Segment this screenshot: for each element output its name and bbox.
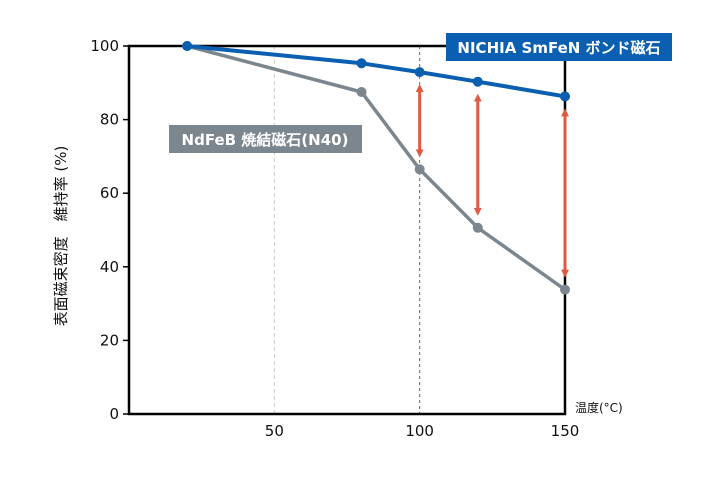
series-layer	[182, 41, 570, 295]
y-tick-label-100: 100	[90, 37, 119, 55]
y-tick-label-40: 40	[100, 258, 119, 276]
series-0-point-0	[182, 41, 193, 51]
y-axis-label: 表面磁束密度 維持率 (%)	[52, 146, 70, 327]
x-tick-label-50: 50	[265, 422, 284, 440]
series-0-point-2	[414, 67, 425, 78]
series-0-point-3	[472, 76, 483, 87]
series-0-point-1	[356, 58, 367, 69]
y-tick-label-60: 60	[100, 184, 119, 202]
legend-layer: NICHIA SmFeN ボンド磁石 NdFeB 焼結磁石(N40)	[169, 33, 672, 153]
y-tick-label-20: 20	[100, 331, 119, 349]
y-tick-label-80: 80	[100, 111, 119, 129]
legend-smfen-label: NICHIA SmFeN ボンド磁石	[457, 39, 660, 57]
series-1-point-4	[560, 284, 570, 295]
series-1-point-3	[472, 222, 483, 233]
legend-ndfeb-badge	[169, 125, 362, 153]
axes-layer: 50 100 150 0 20 40 60 80 100	[90, 37, 579, 440]
series-line-1	[186, 44, 567, 292]
plot-frame	[127, 44, 567, 416]
y-tick-label-0: 0	[109, 405, 119, 423]
legend-ndfeb-label: NdFeB 焼結磁石(N40)	[182, 131, 349, 149]
series-1-point-2	[414, 164, 425, 175]
x-tick-label-150: 150	[551, 422, 580, 440]
legend-ndfeb: NdFeB 焼結磁石(N40)	[169, 125, 362, 153]
series-0-point-4	[560, 91, 570, 102]
legend-smfen-badge	[446, 33, 672, 61]
arrow-layer	[415, 84, 569, 278]
grid-layer	[273, 46, 421, 414]
x-tick-label-100: 100	[405, 422, 434, 440]
series-1-point-1	[356, 87, 367, 97]
label-layer: 温度(°C) 表面磁束密度 維持率 (%)	[52, 146, 623, 415]
legend-smfen: NICHIA SmFeN ボンド磁石	[446, 33, 672, 61]
x-axis-label: 温度(°C)	[575, 400, 623, 415]
